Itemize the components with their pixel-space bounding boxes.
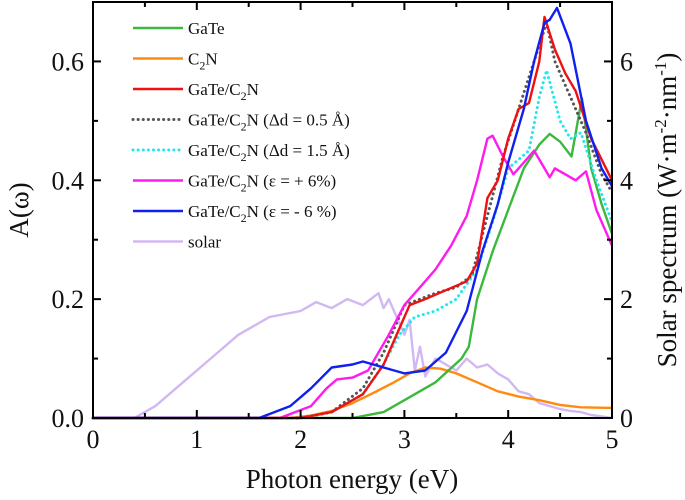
y-tick-label: 0.0 (52, 404, 85, 433)
legend-label: GaTe/C2N (ε = - 6 %) (188, 202, 337, 225)
legend-item: GaTe (133, 19, 225, 38)
legend-item: C2N (133, 50, 218, 73)
x-tick-label: 4 (502, 425, 515, 454)
series-line-6 (93, 6, 614, 420)
legend-item: GaTe/C2N (ε = + 6%) (133, 172, 336, 195)
legend-item: GaTe/C2N (133, 80, 259, 103)
y2-tick-label: 2 (620, 285, 633, 314)
y2-tick-label: 4 (620, 166, 633, 195)
x-axis-label: Photon energy (eV) (246, 464, 458, 494)
y-tick-label: 0.4 (52, 166, 85, 195)
legend-label: solar (188, 233, 221, 252)
legend-item: GaTe/C2N (Δd = 1.5 Å) (131, 141, 350, 164)
legend-label: GaTe/C2N (Δd = 0.5 Å) (188, 111, 350, 134)
series-line-4 (91, 68, 614, 420)
legend-label: GaTe (188, 19, 225, 38)
y-tick-label: 0.2 (52, 285, 85, 314)
legend-item: GaTe/C2N (ε = - 6 %) (133, 202, 337, 225)
legend-label: GaTe/C2N (Δd = 1.5 Å) (188, 141, 350, 164)
series-line-0 (93, 97, 614, 420)
plot-lines (91, 6, 614, 420)
y2-tick-label: 0 (620, 404, 633, 433)
legend-label: GaTe/C2N (ε = + 6%) (188, 172, 336, 195)
x-tick-label: 3 (398, 425, 411, 454)
x-tick-label: 1 (190, 425, 203, 454)
y-axis-label: A(ω) (4, 182, 34, 237)
y2-axis-label: Solar spectrum (W·m-2·nm-1) (651, 53, 682, 368)
x-tick-label: 0 (87, 425, 100, 454)
legend: GaTe C2N GaTe/C2N GaTe/C2N (Δd = 0.5 Å) GaTe… (131, 19, 350, 252)
legend-item: GaTe/C2N (Δd = 0.5 Å) (131, 111, 350, 134)
y-tick-label: 0.6 (52, 47, 85, 76)
axis-ticks: 0 1 2 3 4 5 0.0 0.2 0.4 0.6 0 2 4 6 (52, 1, 633, 454)
x-tick-label: 2 (294, 425, 307, 454)
y2-tick-label: 6 (620, 47, 633, 76)
series-line-2 (93, 15, 614, 420)
legend-label: GaTe/C2N (188, 80, 259, 103)
x-tick-label: 5 (606, 425, 619, 454)
legend-item: solar (133, 233, 221, 252)
series-line-7 (93, 292, 613, 420)
series-line-5 (93, 134, 614, 420)
legend-label: C2N (188, 50, 218, 73)
